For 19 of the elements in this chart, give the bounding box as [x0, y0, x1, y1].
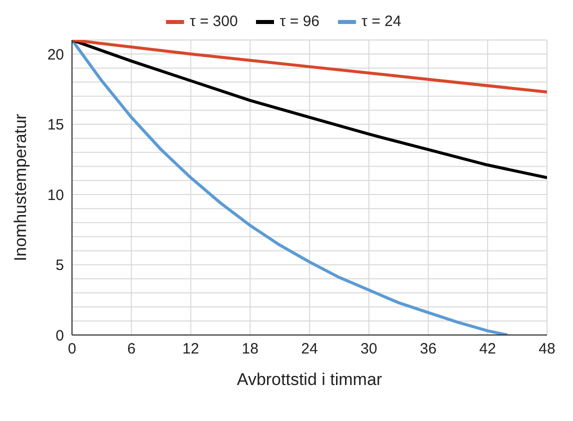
y-tick-label: 5	[56, 257, 64, 274]
y-tick-label: 0	[56, 327, 64, 344]
y-tick-label: 15	[47, 116, 64, 134]
legend-label: τ = 300	[190, 13, 238, 30]
x-tick-label: 48	[538, 340, 556, 358]
x-tick-label: 24	[301, 340, 318, 358]
x-tick-label: 6	[127, 340, 136, 358]
x-axis-title: Avbrottstid i timmar	[236, 370, 382, 389]
x-tick-label: 18	[242, 340, 258, 358]
y-axis-title: Inomhustemperatur	[11, 113, 30, 262]
x-tick-label: 12	[182, 340, 200, 358]
legend-label: τ = 24	[362, 13, 402, 30]
legend-label: τ = 96	[280, 13, 320, 30]
y-tick-label: 10	[47, 186, 64, 204]
y-tick-label: 20	[47, 46, 64, 64]
x-tick-label: 0	[68, 340, 76, 358]
x-tick-label: 36	[420, 340, 437, 358]
x-tick-label: 30	[360, 340, 378, 358]
x-tick-label: 42	[479, 340, 496, 358]
